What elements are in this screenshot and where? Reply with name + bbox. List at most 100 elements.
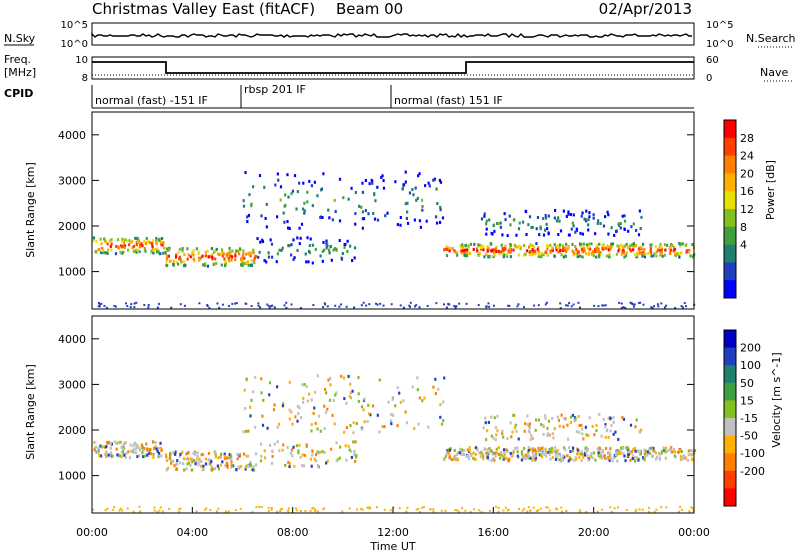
data-cell [306,236,309,240]
data-cell [508,214,511,218]
data-cell [209,508,212,511]
data-cell [523,429,526,433]
data-cell [624,254,628,258]
data-cell [428,184,431,188]
data-cell [638,209,641,213]
data-cell [492,436,495,440]
time-xlabel: Time UT [369,540,415,553]
data-cell [625,242,628,246]
data-cell [553,449,556,453]
data-cell [162,241,165,245]
data-cell [627,453,630,457]
data-cell [551,249,554,253]
data-cell [122,250,125,254]
data-cell [178,257,181,261]
data-cell [258,174,262,178]
data-cell [572,213,575,217]
data-cell [281,448,284,452]
data-cell [509,223,512,227]
data-cell [178,247,182,251]
data-cell [196,455,199,459]
data-cell [501,431,504,435]
data-cell [548,452,551,456]
data-cell [551,455,554,459]
data-cell [554,507,557,510]
data-cell [639,449,642,453]
data-cell [343,397,346,401]
data-cell [298,242,301,246]
data-cell [304,252,307,256]
data-cell [691,449,694,453]
data-cell [595,250,598,254]
data-cell [445,254,449,258]
data-cell [113,440,116,444]
data-cell [279,508,282,511]
data-cell [242,452,246,456]
data-cell [178,255,181,259]
data-cell [194,462,197,466]
data-cell [607,232,610,236]
data-cell [210,458,213,462]
data-cell [580,459,583,463]
data-cell [650,306,653,309]
data-cell [478,252,481,256]
data-cell [425,219,428,223]
velocity-scatter [92,374,697,514]
data-cell [468,457,471,461]
data-cell [629,301,632,304]
data-cell [556,448,559,452]
data-cell [179,258,182,262]
data-cell [679,242,682,246]
data-cell [381,174,384,178]
data-cell [316,374,319,378]
data-cell [160,454,163,458]
data-cell [250,398,253,402]
data-cell [138,505,141,508]
data-cell [399,223,402,227]
data-cell [507,304,510,307]
nsky-panel: N.Sky 10^5 10^0 10^5 10^0 N.Search [4,20,796,50]
data-cell [214,249,217,253]
data-cell [683,302,686,305]
data-cell [288,417,292,421]
data-cell [311,204,314,208]
data-cell [275,260,278,264]
colorbar-swatch [724,347,736,366]
data-cell [236,457,239,461]
data-cell [569,212,572,216]
data-cell [276,425,279,429]
data-cell [187,253,190,257]
data-cell [166,254,169,258]
data-cell [464,244,467,248]
data-cell [520,450,524,454]
data-cell [396,386,399,390]
data-cell [599,455,602,459]
data-cell [283,304,286,307]
nave-tick-low: 0 [706,73,712,84]
data-cell [270,508,273,511]
data-cell [644,252,647,256]
data-cell [607,248,610,252]
data-cell [208,307,211,310]
data-cell [280,248,283,252]
data-cell [685,250,688,254]
data-cell [404,180,407,184]
data-cell [602,244,605,248]
data-cell [181,249,184,253]
data-cell [532,451,535,455]
data-cell [580,450,583,454]
data-cell [687,250,690,254]
data-cell [290,243,293,247]
data-cell [245,377,248,381]
data-cell [598,242,601,246]
data-cell [143,239,146,243]
data-cell [327,248,331,252]
data-cell [197,461,200,465]
data-cell [467,244,470,248]
data-cell [159,446,162,450]
data-cell [298,181,301,185]
data-cell [325,239,328,243]
data-cell [590,452,593,456]
data-cell [340,374,343,378]
data-cell [622,245,625,249]
